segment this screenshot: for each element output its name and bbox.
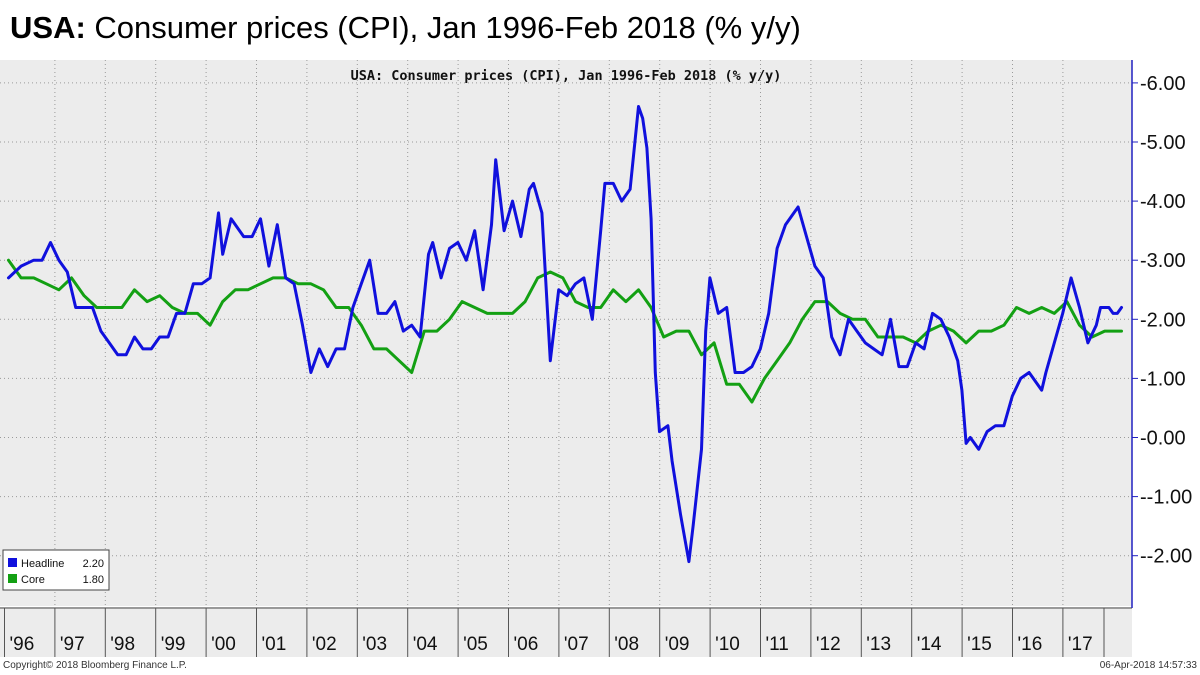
x-axis: '96 '97 '98 '99 '00 '01 '02 '03 '04 '05 '06 '07 '08 '… [4,608,1105,657]
x-tick-label: '16 [1018,634,1043,655]
x-tick-label: '06 [514,634,539,655]
legend-box [2,549,110,591]
x-tick-label: '08 [614,634,639,655]
x-tick-label: '04 [413,634,438,655]
y-tick-label: -1.00 [1140,368,1186,390]
x-tick-label: '13 [866,634,891,655]
x-tick-label: '98 [110,634,135,655]
y-tick-label: -0.00 [1140,428,1186,450]
copyright-text: Copyright© 2018 Bloomberg Finance L.P. [3,660,187,671]
x-tick-label: '01 [262,634,287,655]
legend-value-core: 1.80 [83,574,104,586]
y-tick-label: -2.00 [1140,309,1186,331]
x-tick-label: '09 [665,634,690,655]
x-tick-label: '02 [312,634,337,655]
y-tick-label: --1.00 [1140,487,1192,509]
series-layer [7,105,1123,564]
x-tick-label: '12 [816,634,841,655]
y-tick-label: -4.00 [1140,191,1186,213]
grid-layer [0,60,1132,608]
legend-swatch-core [8,574,17,583]
y-tick-label: -6.00 [1140,73,1186,95]
legend-swatch-headline [8,558,17,567]
y-tick-label: -3.00 [1140,250,1186,272]
timestamp-text: 06-Apr-2018 14:57:33 [1099,660,1197,671]
x-tick-label: '14 [917,634,942,655]
slide-title: USA: Consumer prices (CPI), Jan 1996-Feb… [10,10,801,46]
x-tick-label: '00 [211,634,236,655]
x-tick-label: '97 [60,634,85,655]
legend-label-headline: Headline [21,558,64,570]
x-tick-label: '96 [10,634,35,655]
legend-value-headline: 2.20 [83,558,104,570]
cpi-chart: -6.00 -5.00 -4.00 -3.00 -2.00 -1.00 -0.00 --1.0… [0,60,1192,657]
slide-title-rest: Consumer prices (CPI), Jan 1996-Feb 2018… [85,10,801,45]
y-axis: -6.00 -5.00 -4.00 -3.00 -2.00 -1.00 -0.00 --1.0… [1131,60,1192,608]
legend: Headline 2.20 Core 1.80 [2,549,110,591]
x-tick-label: '15 [967,634,992,655]
x-axis-band [0,609,1132,657]
y-tick-label: --2.00 [1140,546,1192,568]
x-tick-label: '11 [766,634,789,655]
x-tick-label: '03 [362,634,387,655]
x-tick-label: '05 [463,634,488,655]
x-tick-label: '07 [564,634,589,655]
chart-title: USA: Consumer prices (CPI), Jan 1996-Feb… [351,68,782,84]
x-tick-label: '10 [715,634,740,655]
x-tick-label: '17 [1068,634,1093,655]
headline-line [7,105,1123,564]
x-tick-label: '99 [161,634,186,655]
plot-area [0,60,1132,606]
slide-title-bold: USA: [10,10,86,45]
legend-label-core: Core [21,574,45,586]
y-tick-label: -5.00 [1140,132,1186,154]
